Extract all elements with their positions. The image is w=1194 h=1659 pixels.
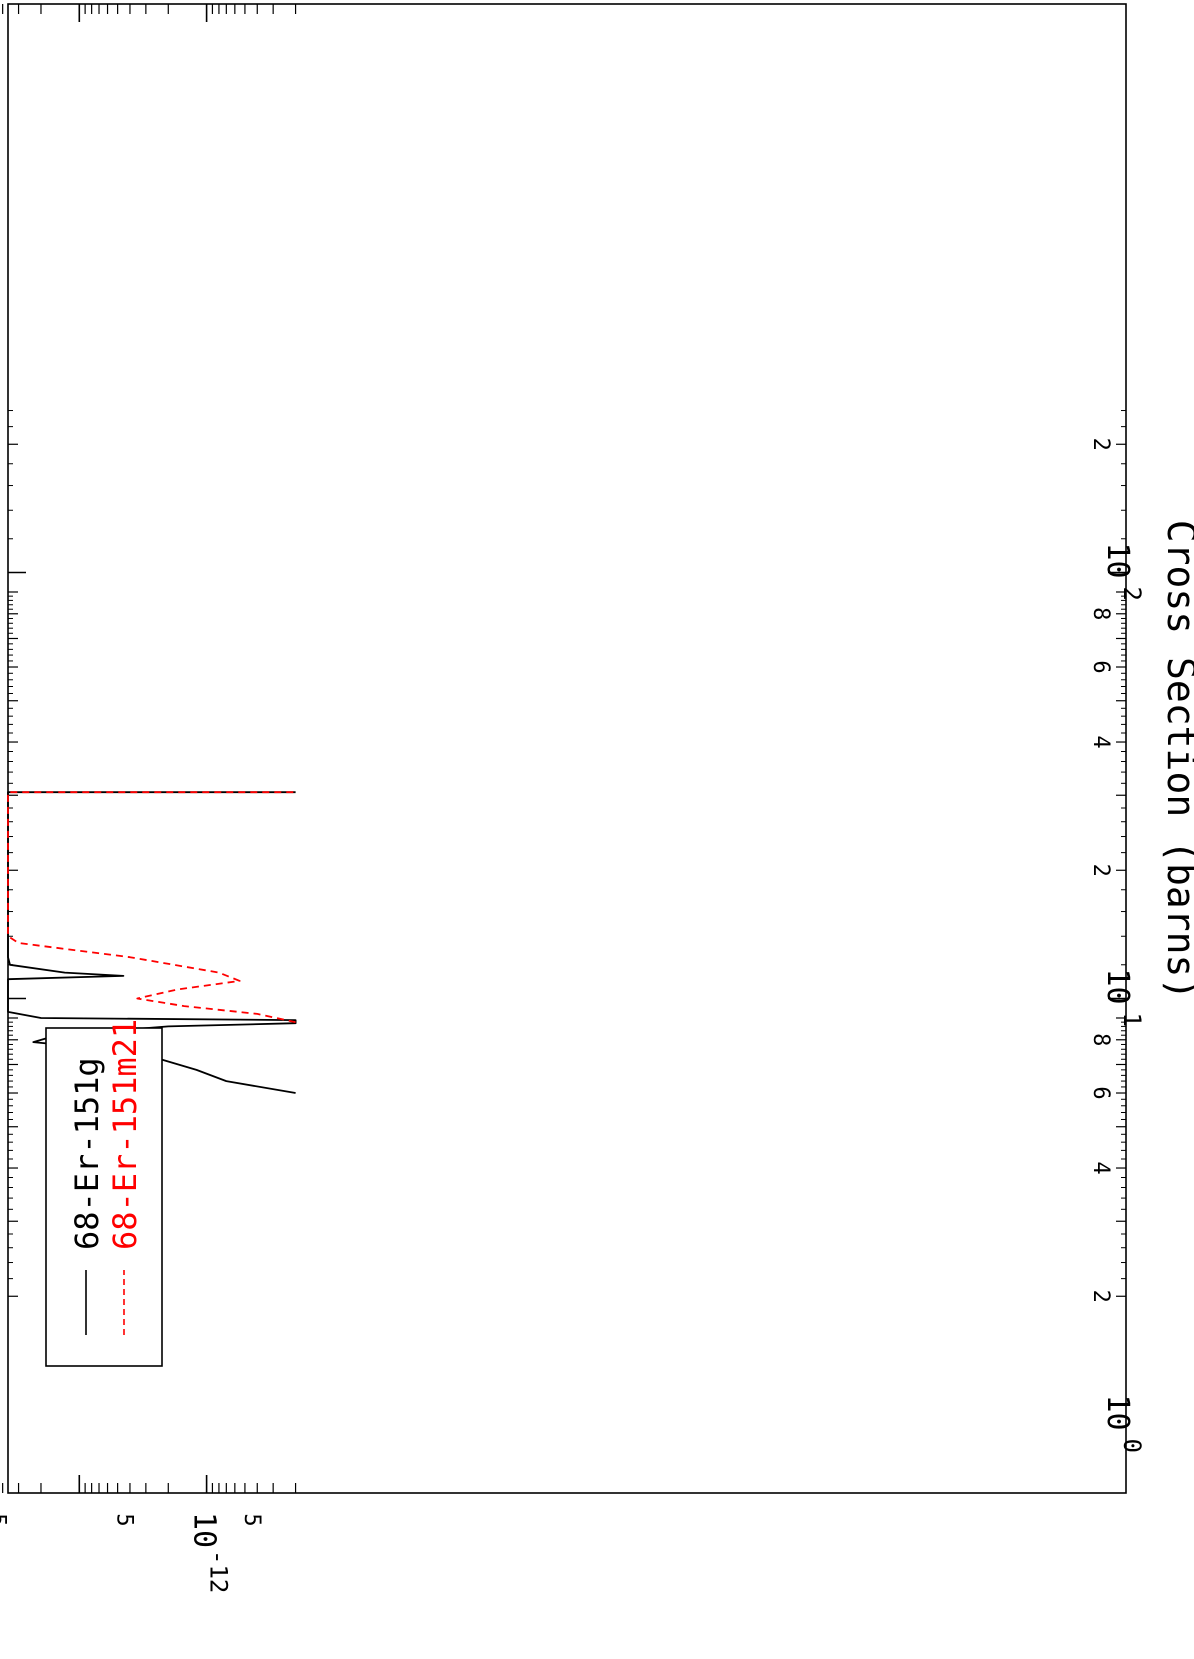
axis-ticks xyxy=(2,4,1126,1493)
y-tick-label-base: 10 xyxy=(187,1512,222,1548)
x-tick-label-exponent: 0 xyxy=(1118,1439,1146,1453)
y-tick-label: 5 xyxy=(0,1513,9,1526)
legend-box xyxy=(45,1027,163,1367)
x-tick-label: 8 xyxy=(1088,1033,1113,1046)
x-tick-label-text: 2 xyxy=(1088,1290,1113,1303)
x-tick-label: 6 xyxy=(1088,660,1113,673)
x-tick-label-base: 10 xyxy=(1100,542,1135,578)
x-tick-label: 4 xyxy=(1088,1161,1113,1174)
x-tick-label-text: 4 xyxy=(1088,1161,1113,1174)
x-tick-label-exponent: 1 xyxy=(1118,1013,1146,1027)
legend-label-68-Er-151m21: 68-Er-151m21 xyxy=(106,1019,144,1250)
y-tick-label-exponent: -12 xyxy=(205,1550,233,1593)
series-line-1 xyxy=(7,791,296,1024)
x-tick-label: 10 2 xyxy=(1100,542,1146,601)
x-tick-label-text: 6 xyxy=(1088,660,1113,673)
y-tick-label-text: 5 xyxy=(0,1513,9,1526)
x-tick-label-text: 6 xyxy=(1088,1086,1113,1099)
x-tick-label: 10 0 xyxy=(1100,1394,1146,1453)
plot-area xyxy=(7,3,1127,1494)
x-tick-label-base: 10 xyxy=(1100,968,1135,1004)
y-tick-label: 5 xyxy=(239,1513,264,1526)
axis-tick-labels: 10010110224682468210-610-810-1010-125555… xyxy=(0,438,1146,1594)
x-tick-label: 4 xyxy=(1088,735,1113,748)
x-tick-label-text: 4 xyxy=(1088,735,1113,748)
x-tick-label-text: 2 xyxy=(1088,438,1113,451)
y-axis-label: Cross Section (barns) xyxy=(1159,520,1194,1000)
x-tick-label: 2 xyxy=(1088,438,1113,451)
x-tick-label-text: 2 xyxy=(1088,864,1113,877)
legend: 68-Er-151g 68-Er-151m21 xyxy=(45,1019,163,1367)
x-tick-label: 6 xyxy=(1088,1086,1113,1099)
x-tick-label: 8 xyxy=(1088,607,1113,620)
x-tick-label-text: 8 xyxy=(1088,607,1113,620)
y-tick-label-text: 5 xyxy=(112,1513,137,1526)
legend-label-68-Er-151g: 68-Er-151g xyxy=(68,1057,106,1250)
y-tick-label: 5 xyxy=(112,1513,137,1526)
x-tick-label: 2 xyxy=(1088,864,1113,877)
x-tick-label-exponent: 2 xyxy=(1118,587,1146,601)
x-tick-label-text: 8 xyxy=(1088,1033,1113,1046)
x-tick-label-base: 10 xyxy=(1100,1394,1135,1430)
x-tick-label: 10 1 xyxy=(1100,968,1146,1027)
y-tick-label-text: 5 xyxy=(239,1513,264,1526)
x-tick-label: 2 xyxy=(1088,1290,1113,1303)
y-tick-label: 10-12 xyxy=(187,1512,233,1593)
